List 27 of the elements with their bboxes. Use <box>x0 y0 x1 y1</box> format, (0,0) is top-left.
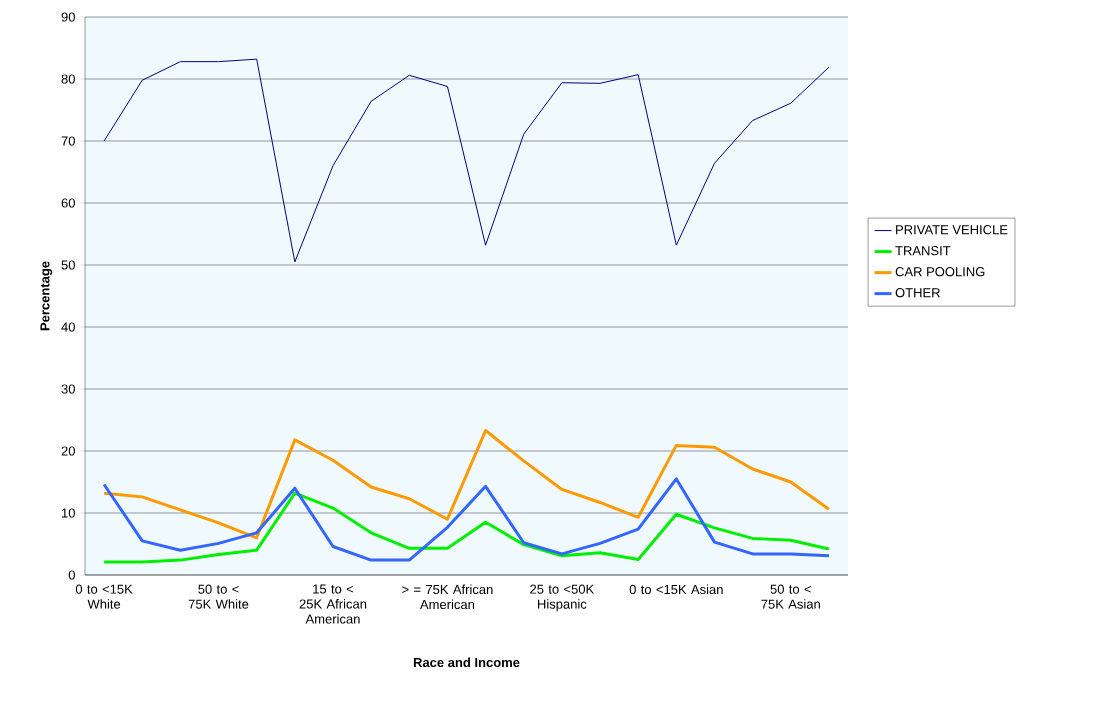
x-tick-label: 0 to <15K Asian <box>629 584 723 595</box>
y-tick-label: 0 <box>68 570 75 580</box>
y-tick-label: 50 <box>61 260 75 270</box>
legend-label: CAR POOLING <box>895 267 985 277</box>
line-series <box>102 491 831 564</box>
y-tick-label: 20 <box>61 446 75 456</box>
line-series <box>102 429 831 540</box>
legend-label: PRIVATE VEHICLE <box>896 225 1008 235</box>
line-series <box>103 58 830 263</box>
x-tick-label: 25 to <50K Hispanic <box>530 584 595 612</box>
y-tick-label: 70 <box>61 136 75 146</box>
y-tick-label: 40 <box>61 322 75 332</box>
y-tick-label: 80 <box>61 74 75 84</box>
y-axis-title: Percentage <box>40 261 53 331</box>
line-series <box>102 477 831 562</box>
x-tick-label: 15 to < 25K African American <box>299 584 367 624</box>
x-tick-label: 50 to < 75K White <box>188 584 249 609</box>
y-tick-label: 10 <box>61 508 75 518</box>
legend-label: OTHER <box>895 288 940 298</box>
y-tick-label: 60 <box>61 198 75 208</box>
y-tick-label: 90 <box>61 12 75 22</box>
x-axis-title: Race and Income <box>413 657 520 668</box>
x-tick-label: 0 to <15K White <box>75 584 133 609</box>
x-tick-label: > = 75K African American <box>402 584 493 610</box>
y-tick-label: 30 <box>61 384 75 394</box>
legend-label: TRANSIT <box>895 246 951 256</box>
x-tick-label: 50 to < 75K Asian <box>761 584 820 609</box>
